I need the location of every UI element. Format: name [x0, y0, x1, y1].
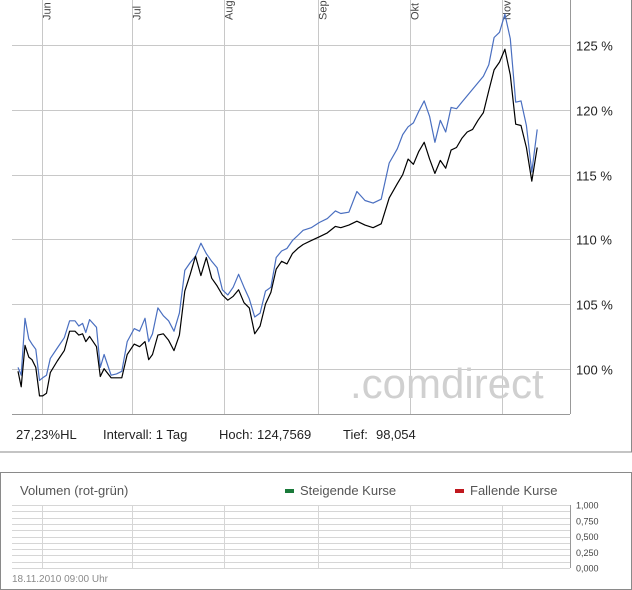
x-tick-label: Sep [318, 0, 330, 20]
x-tick-label: Aug [224, 0, 236, 20]
y-tick-label: 115 % [576, 169, 612, 184]
interval-stat: Intervall: 1 Tag [103, 427, 187, 442]
volume-panel: Volumen (rot-grün) Steigende Kurse Falle… [0, 472, 632, 590]
y-tick-label: 110 % [576, 233, 612, 248]
legend-falling-label: Fallende Kurse [470, 483, 557, 498]
volume-y-tick-label: 0,750 [576, 516, 599, 526]
watermark: .comdirect [350, 360, 544, 407]
horizontal-grid [12, 45, 570, 370]
legend-rising-swatch [285, 489, 294, 493]
y-axis-labels: 125 % 120 % 115 % 110 % 105 % 100 % [576, 39, 613, 378]
volume-grid [12, 505, 571, 569]
low-label: Tief: [343, 427, 368, 442]
legend-falling-swatch [455, 489, 464, 493]
series-line-black [17, 48, 538, 397]
volume-y-tick-label: 0,000 [576, 564, 599, 574]
y-tick-label: 125 % [576, 39, 613, 54]
volume-y-tick-label: 0,500 [576, 532, 599, 542]
volume-y-labels: 1,000 0,750 0,500 0,250 0,000 [576, 501, 599, 574]
volume-title: Volumen (rot-grün) [20, 483, 128, 498]
y-tick-label: 100 % [576, 363, 613, 378]
volume-y-tick-label: 1,000 [576, 501, 599, 511]
timestamp: 18.11.2010 09:00 Uhr [12, 574, 109, 585]
high-value: 124,7569 [257, 427, 311, 442]
y-tick-label: 120 % [576, 104, 613, 119]
x-tick-label: Jul [132, 6, 144, 20]
volume-y-tick-label: 0,250 [576, 548, 599, 558]
vertical-grid [42, 0, 503, 414]
x-axis-labels: Jun Jul Aug Sep Okt Nov [42, 0, 514, 20]
y-tick-label: 105 % [576, 298, 613, 313]
high-label: Hoch: [219, 427, 253, 442]
x-tick-label: Nov [502, 0, 514, 20]
price-panel: .comdirect Jun Jul Aug Sep Okt Nov 125 % 120 %… [0, 0, 632, 453]
x-tick-label: Jun [42, 2, 54, 20]
performance-stat: 27,23%HL [16, 427, 77, 442]
series-layer [17, 13, 538, 397]
series-line-blue [17, 13, 538, 381]
x-tick-label: Okt [410, 3, 422, 20]
legend-rising-label: Steigende Kurse [300, 483, 396, 498]
low-value: 98,054 [376, 427, 416, 442]
